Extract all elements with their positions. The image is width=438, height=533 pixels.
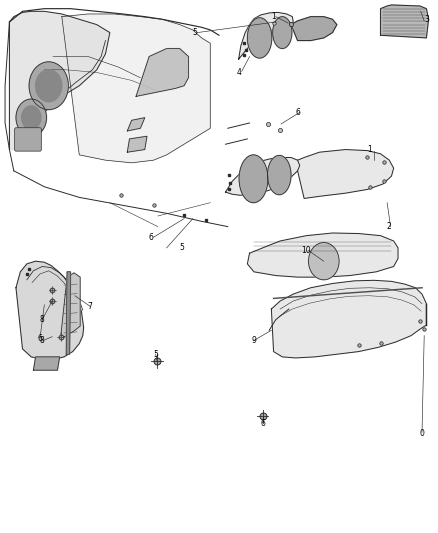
Text: 8: 8 [40,336,45,345]
Ellipse shape [247,18,272,58]
Polygon shape [127,118,145,131]
Text: 8: 8 [40,315,45,324]
Text: 1: 1 [367,145,372,154]
Polygon shape [239,12,293,59]
Polygon shape [10,11,110,150]
FancyBboxPatch shape [14,128,41,151]
Circle shape [29,62,68,110]
Ellipse shape [273,17,292,49]
Text: 7: 7 [88,302,93,311]
Text: 10: 10 [301,246,311,255]
Circle shape [35,70,62,102]
Text: 6: 6 [149,233,154,242]
Polygon shape [247,233,398,277]
Text: 3: 3 [424,15,429,24]
Text: 1: 1 [271,12,276,21]
Polygon shape [226,158,300,195]
Polygon shape [127,136,147,152]
Polygon shape [272,280,426,358]
Text: 0: 0 [420,430,424,439]
Polygon shape [291,17,337,41]
Circle shape [308,243,339,280]
Text: 4: 4 [236,68,241,77]
Polygon shape [62,14,210,163]
Circle shape [16,99,46,136]
Text: 5: 5 [193,28,198,37]
Text: 6: 6 [295,108,300,117]
Text: 5: 5 [180,244,184,253]
Text: 2: 2 [387,222,392,231]
Ellipse shape [268,156,291,195]
Text: 9: 9 [251,336,256,345]
Polygon shape [66,272,71,354]
Polygon shape [61,273,80,338]
Text: 6: 6 [260,419,265,428]
Text: 6: 6 [38,334,42,343]
Circle shape [21,106,41,130]
Ellipse shape [239,155,268,203]
Polygon shape [136,49,188,96]
Polygon shape [33,357,60,370]
Polygon shape [16,261,84,360]
Polygon shape [381,5,428,38]
Polygon shape [297,150,394,198]
Text: 5: 5 [153,350,158,359]
